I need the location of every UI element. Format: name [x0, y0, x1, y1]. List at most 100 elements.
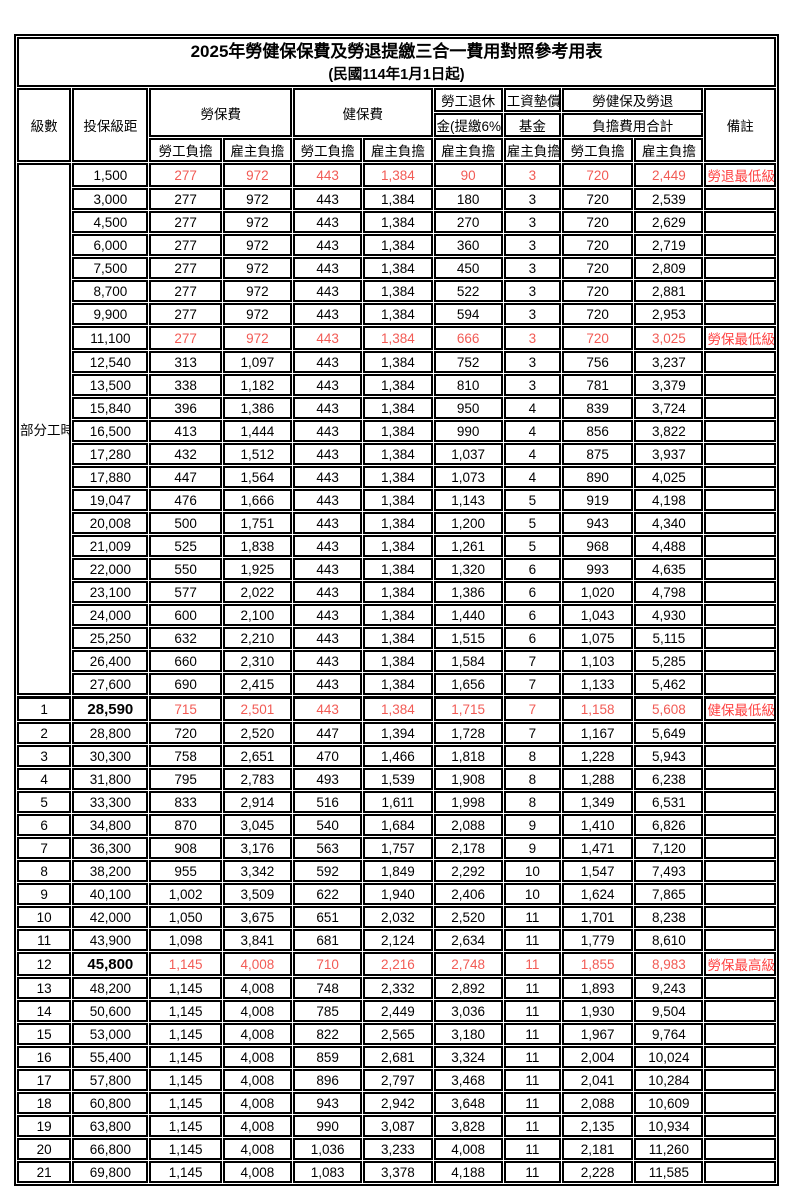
table-row: 19 63,800 1,145 4,008 990 3,087 3,828 11 2,135 10…: [17, 1115, 776, 1137]
fee-value-cell: 10,934: [634, 1115, 704, 1137]
fee-value-cell: 4,008: [222, 1023, 292, 1045]
fee-value-cell: 2,809: [634, 257, 704, 279]
fee-value-cell: 896: [293, 1069, 363, 1091]
col-header-total-line1: 勞健保及勞退: [561, 88, 704, 112]
remark-cell: [704, 420, 776, 442]
col-header-bracket: 投保級距: [72, 88, 149, 162]
table-row: 10 42,000 1,050 3,675 651 2,032 2,520 11 1,701 8,…: [17, 906, 776, 928]
fee-value-cell: 1,036: [293, 1138, 363, 1160]
fee-value-cell: 443: [293, 163, 363, 187]
table-row: 8 38,200 955 3,342 592 1,849 2,292 10 1,547 7,493: [17, 860, 776, 882]
fee-value-cell: 752: [433, 351, 503, 373]
insured-bracket-cell: 12,540: [72, 351, 149, 373]
remark-cell: [704, 1000, 776, 1022]
fee-value-cell: 2,797: [363, 1069, 433, 1091]
fee-value-cell: 3: [503, 211, 561, 233]
fee-value-cell: 1,998: [433, 791, 503, 813]
fee-value-cell: 4,008: [222, 1092, 292, 1114]
fee-value-cell: 9: [503, 814, 561, 836]
fee-value-cell: 450: [433, 257, 503, 279]
fee-value-cell: 972: [222, 303, 292, 325]
fee-value-cell: 443: [293, 234, 363, 256]
insured-bracket-cell: 23,100: [72, 581, 149, 603]
fee-value-cell: 1,564: [222, 466, 292, 488]
col-header-health-insurance: 健保費: [293, 88, 433, 137]
fee-value-cell: 1,145: [149, 1046, 222, 1068]
col-header-labor-insurance: 勞保費: [149, 88, 292, 137]
table-row: 12 45,800 1,145 4,008 710 2,216 2,748 11 1,855 8,…: [17, 952, 776, 976]
fee-value-cell: 4,635: [634, 558, 704, 580]
level-cell: 11: [17, 929, 72, 951]
fee-value-cell: 972: [222, 257, 292, 279]
fee-value-cell: 90: [433, 163, 503, 187]
fee-value-cell: 908: [149, 837, 222, 859]
remark-cell: [704, 1138, 776, 1160]
fee-value-cell: 4,025: [634, 466, 704, 488]
fee-value-cell: 1,384: [363, 303, 433, 325]
table-row: 6 34,800 870 3,045 540 1,684 2,088 9 1,410 6,826: [17, 814, 776, 836]
remark-cell: [704, 1069, 776, 1091]
fee-value-cell: 990: [293, 1115, 363, 1137]
fee-value-cell: 1,940: [363, 883, 433, 905]
fee-value-cell: 4,008: [222, 952, 292, 976]
fee-value-cell: 1,384: [363, 257, 433, 279]
insured-bracket-cell: 40,100: [72, 883, 149, 905]
fee-value-cell: 1,384: [363, 581, 433, 603]
fee-value-cell: 1,384: [363, 489, 433, 511]
fee-value-cell: 2,634: [433, 929, 503, 951]
fee-value-cell: 3: [503, 234, 561, 256]
remark-cell: [704, 906, 776, 928]
fee-value-cell: 1,098: [149, 929, 222, 951]
level-cell: 19: [17, 1115, 72, 1137]
table-row: 4,500 277 972 443 1,384 270 3 720 2,629: [17, 211, 776, 233]
fee-value-cell: 1,083: [293, 1161, 363, 1183]
insured-bracket-cell: 53,000: [72, 1023, 149, 1045]
fee-value-cell: 1,384: [363, 420, 433, 442]
fee-value-cell: 3: [503, 163, 561, 187]
fee-value-cell: 443: [293, 489, 363, 511]
fee-value-cell: 3,087: [363, 1115, 433, 1137]
fee-value-cell: 968: [561, 535, 634, 557]
table-row: 1 28,590 715 2,501 443 1,384 1,715 7 1,158 5,608 健…: [17, 696, 776, 721]
fee-value-cell: 1,818: [433, 745, 503, 767]
fee-value-cell: 950: [433, 397, 503, 419]
table-row: 14 50,600 1,145 4,008 785 2,449 3,036 11 1,930 9,…: [17, 1000, 776, 1022]
fee-value-cell: 277: [149, 303, 222, 325]
insured-bracket-cell: 30,300: [72, 745, 149, 767]
insured-bracket-cell: 28,800: [72, 722, 149, 744]
fee-value-cell: 3,468: [433, 1069, 503, 1091]
fee-value-cell: 972: [222, 188, 292, 210]
insured-bracket-cell: 13,500: [72, 374, 149, 396]
fee-value-cell: 875: [561, 443, 634, 465]
fee-value-cell: 11: [503, 1092, 561, 1114]
fee-value-cell: 681: [293, 929, 363, 951]
fee-value-cell: 9,504: [634, 1000, 704, 1022]
fee-value-cell: 5: [503, 512, 561, 534]
part-time-section-label: 部分工時: [17, 163, 72, 695]
insured-bracket-cell: 7,500: [72, 257, 149, 279]
fee-value-cell: 720: [561, 211, 634, 233]
insured-bracket-cell: 33,300: [72, 791, 149, 813]
fee-value-cell: 3,675: [222, 906, 292, 928]
fee-value-cell: 11: [503, 1138, 561, 1160]
fee-value-cell: 1,757: [363, 837, 433, 859]
fee-value-cell: 756: [561, 351, 634, 373]
level-cell: 21: [17, 1161, 72, 1183]
remark-cell: [704, 257, 776, 279]
fee-value-cell: 1,384: [363, 466, 433, 488]
fee-value-cell: 1,349: [561, 791, 634, 813]
fee-value-cell: 1,855: [561, 952, 634, 976]
table-row: 22,000 550 1,925 443 1,384 1,320 6 993 4,635: [17, 558, 776, 580]
table-row: 17,880 447 1,564 443 1,384 1,073 4 890 4,025: [17, 466, 776, 488]
fee-value-cell: 3,828: [433, 1115, 503, 1137]
remark-cell: [704, 1046, 776, 1068]
fee-value-cell: 2,088: [433, 814, 503, 836]
remark-cell: [704, 1023, 776, 1045]
fee-value-cell: 10,609: [634, 1092, 704, 1114]
fee-value-cell: 550: [149, 558, 222, 580]
fee-value-cell: 11,260: [634, 1138, 704, 1160]
insured-bracket-cell: 11,100: [72, 326, 149, 350]
fee-value-cell: 11: [503, 1069, 561, 1091]
fee-value-cell: 10: [503, 860, 561, 882]
col-header-pension-line2: 金(提繳6%): [433, 113, 503, 137]
